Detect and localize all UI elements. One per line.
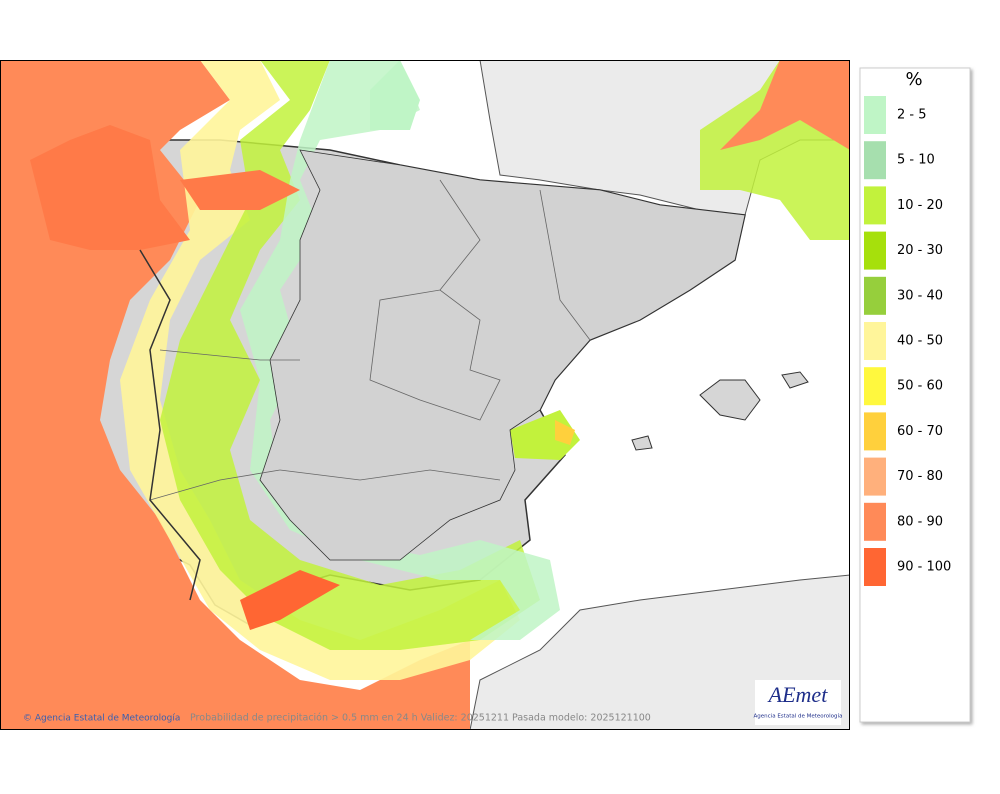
- logo-subtitle: Agencia Estatal de Meteorología: [754, 713, 843, 720]
- field-bay: [370, 61, 420, 130]
- legend-label: 20 - 30: [897, 243, 943, 258]
- legend-label: 80 - 90: [897, 514, 943, 529]
- footer-credit: © Agencia Estatal de Meteorología: [23, 714, 180, 724]
- legend-swatch: [864, 322, 886, 360]
- field-40: [120, 61, 520, 680]
- legend-label: 70 - 80: [897, 469, 943, 484]
- map: © Agencia Estatal de Meteorología Probab…: [1, 61, 849, 729]
- legend-swatch: [864, 412, 886, 451]
- legend-label: 30 - 40: [897, 288, 943, 303]
- field-ne-red: [720, 61, 849, 150]
- legend-swatch: [864, 276, 886, 315]
- legend-label: 40 - 50: [897, 334, 943, 349]
- field-strait: [240, 570, 340, 630]
- menorca: [781, 371, 809, 389]
- dry-interior: [259, 149, 746, 561]
- legend-swatch: [864, 231, 886, 270]
- map-frame: [0, 60, 850, 730]
- legend-label: 2 - 5: [897, 108, 927, 123]
- logo-name: AEmet: [767, 682, 829, 707]
- legend-swatch: [864, 186, 886, 225]
- africa: [469, 574, 849, 729]
- legend-title: %: [905, 69, 922, 90]
- legend: % 2 - 5 5 - 10 10 - 20 20 - 30 30 - 40 40 - 5…: [859, 67, 971, 723]
- field-galicia: [30, 125, 190, 250]
- legend-swatch: [864, 502, 886, 541]
- legend-swatch: [864, 96, 886, 134]
- ibiza: [631, 435, 653, 451]
- border-portugal: [139, 249, 201, 601]
- regions: [149, 179, 591, 501]
- legend-label: 50 - 60: [897, 379, 943, 394]
- footer-caption: Probabilidad de precipitación > 0.5 mm e…: [190, 713, 651, 724]
- field-valencia-core: [555, 420, 575, 445]
- legend-label: 5 - 10: [897, 153, 935, 168]
- legend-swatch: [864, 141, 886, 180]
- field-2: [240, 61, 560, 640]
- mallorca: [699, 379, 761, 421]
- legend-label: 10 - 20: [897, 198, 943, 213]
- logo-box: [755, 680, 841, 725]
- legend-swatch: [864, 548, 886, 586]
- logo: AEmet Agencia Estatal de Meteorología: [754, 680, 843, 725]
- field-valencia: [510, 410, 580, 460]
- legend-label: 60 - 70: [897, 424, 943, 439]
- legend-swatch: [864, 457, 886, 496]
- legend-swatch: [864, 367, 886, 406]
- legend-label: 90 - 100: [897, 560, 951, 575]
- field-cantabria: [180, 170, 300, 210]
